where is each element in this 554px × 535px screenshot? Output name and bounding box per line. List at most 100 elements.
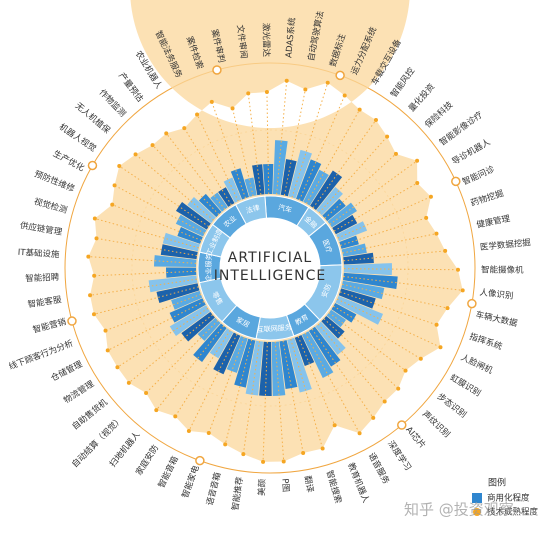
- tech-dot: [332, 423, 337, 428]
- commercial-bar: [294, 334, 315, 367]
- tech-ray: [291, 82, 329, 198]
- watermark: 知乎 @投资观察: [404, 501, 514, 519]
- item-label: 智能风控: [388, 65, 417, 99]
- item-label: 保险科技: [423, 99, 456, 130]
- tech-dot: [126, 380, 131, 385]
- item-label: 虹膜识别: [448, 372, 483, 399]
- commercial-bar: [296, 159, 322, 202]
- tech-dot: [342, 93, 347, 98]
- tech-dot: [264, 90, 269, 95]
- tech-dot: [186, 428, 191, 433]
- item-label: 家庭安防: [134, 442, 162, 477]
- item-label: 扫地机器人: [107, 429, 142, 469]
- commercial-bar: [288, 149, 312, 199]
- tech-dot: [284, 78, 289, 83]
- commercial-bar: [342, 272, 398, 290]
- tech-ray: [232, 108, 254, 197]
- item-label: 指挥系统: [468, 331, 504, 353]
- tech-ray: [343, 268, 458, 271]
- tech-ray: [174, 330, 231, 417]
- tech-ray: [323, 318, 399, 389]
- commercial-bar: [245, 340, 264, 396]
- tech-ray: [94, 270, 197, 277]
- item-label: 量化投资: [406, 81, 437, 114]
- tech-dot: [92, 273, 97, 278]
- item-label: 智能摄像机: [481, 264, 524, 275]
- tech-ray: [324, 153, 397, 219]
- sector-label: 互联网服务: [256, 323, 292, 334]
- tech-dot: [382, 399, 387, 404]
- center-disc: [220, 218, 320, 318]
- item-label: 语音服务: [366, 451, 392, 487]
- tech-ray: [135, 154, 214, 221]
- commercial-bar: [259, 341, 272, 396]
- commercial-bar: [213, 332, 241, 375]
- tech-ray: [112, 204, 202, 241]
- tech-dot: [230, 106, 235, 111]
- tech-ray: [105, 293, 202, 332]
- tech-dot: [373, 118, 378, 123]
- tech-dot: [443, 248, 448, 253]
- item-label: 文件审阅: [234, 24, 249, 59]
- tech-dot: [91, 312, 96, 317]
- ring-dot: [67, 316, 77, 326]
- legend-label: 技术成熟程度: [487, 507, 539, 518]
- tech-ray: [211, 101, 247, 199]
- commercial-bar: [336, 221, 368, 242]
- item-label: 人像识别: [479, 287, 514, 302]
- center-title: ARTIFICIAL: [228, 250, 312, 266]
- ring-dot: [195, 455, 205, 466]
- tech-ray: [145, 320, 219, 394]
- item-label: 仓储管理: [49, 358, 85, 383]
- tech-dot: [154, 408, 159, 413]
- tech-ray: [343, 276, 463, 291]
- tech-dot: [357, 431, 362, 436]
- item-label: 供应链管理: [19, 220, 63, 238]
- commercial-bar: [287, 337, 312, 393]
- tech-ray: [336, 298, 441, 348]
- item-label: 智能营销: [32, 316, 68, 335]
- tech-dot: [195, 112, 200, 117]
- item-label: 美颜: [256, 478, 268, 496]
- item-label: 药物挖掘: [469, 188, 505, 209]
- tech-ray: [274, 341, 285, 462]
- tech-dot: [103, 328, 108, 333]
- tech-ray: [208, 337, 245, 434]
- tech-dot: [396, 386, 401, 391]
- commercial-bar: [175, 214, 207, 237]
- tech-ray: [114, 184, 205, 234]
- commercial-bar: [263, 164, 274, 195]
- commercial-bar: [271, 341, 286, 396]
- tech-ray: [333, 182, 418, 232]
- tech-dot: [92, 216, 97, 221]
- commercial-bar: [160, 244, 198, 260]
- tech-dot: [393, 151, 398, 156]
- tech-ray: [343, 250, 446, 262]
- item-label: IT基础设施: [17, 247, 60, 261]
- commercial-bar: [175, 201, 211, 230]
- commercial-bar: [341, 280, 385, 300]
- tech-dot: [320, 446, 325, 451]
- commercial-bar: [171, 290, 203, 310]
- item-label: 声纹识别: [420, 409, 452, 440]
- commercial-bar: [280, 159, 297, 197]
- tech-dot: [325, 80, 330, 85]
- tech-dot: [460, 288, 465, 293]
- item-label: 机器人视觉: [57, 121, 99, 154]
- item-label: 生产优化: [51, 148, 87, 174]
- tech-dot: [94, 236, 99, 241]
- legend-swatch: [472, 493, 482, 503]
- item-label: 翻译: [302, 475, 315, 494]
- tech-ray: [297, 336, 336, 426]
- tech-dot: [428, 194, 433, 199]
- legend-label: 商用化程度: [487, 493, 530, 504]
- item-label: 视觉检测: [33, 196, 69, 216]
- tech-dot: [115, 365, 120, 370]
- commercial-bar: [230, 168, 250, 200]
- tech-dot: [281, 459, 286, 464]
- tech-ray: [276, 80, 288, 195]
- sector-label: 法律: [245, 203, 261, 216]
- tech-ray: [266, 92, 270, 195]
- tech-dot: [455, 267, 460, 272]
- item-label: 导诊机器人: [450, 136, 493, 167]
